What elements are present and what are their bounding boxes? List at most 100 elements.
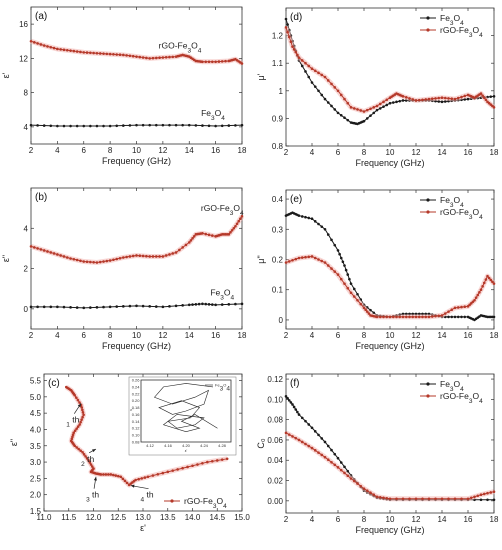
inset-y-tick-label-part: 10 <box>135 433 140 438</box>
y-tick-label-part: 08 <box>274 416 283 425</box>
data-point <box>154 255 158 258</box>
x-tick-label: 14 <box>438 515 447 524</box>
data-point <box>161 305 165 309</box>
y-tick-label-part: 5 <box>37 409 42 418</box>
legend-label-part: Fe <box>440 379 450 389</box>
x-tick-label: 8 <box>108 331 113 340</box>
x-tick-label-part: 8 <box>108 146 113 155</box>
data-point <box>69 306 72 309</box>
data-point <box>414 99 418 102</box>
data-point <box>391 315 395 319</box>
data-point <box>492 282 496 285</box>
data-point <box>437 96 441 100</box>
data-point <box>486 491 489 495</box>
data-point <box>75 427 78 430</box>
x-tick-label-part: 14 <box>438 148 447 157</box>
data-point <box>424 315 428 319</box>
data-point <box>292 48 296 51</box>
legend-label-part: Fe <box>440 195 450 205</box>
x-tick-label: 18 <box>238 331 247 340</box>
x-tick-label-part: . <box>218 513 220 522</box>
y-tick-label-part: 0 <box>272 286 277 295</box>
data-point <box>287 260 291 263</box>
y-tick-label-part: 0 <box>37 425 42 434</box>
data-point <box>320 93 324 97</box>
data-point <box>460 95 463 99</box>
x-tick-label-part: 16 <box>464 331 473 340</box>
data-point <box>36 305 39 309</box>
data-point <box>333 108 337 111</box>
data-point <box>125 481 129 485</box>
data-point <box>369 107 372 111</box>
data-point <box>217 60 221 63</box>
data-point <box>186 465 189 469</box>
data-point <box>137 477 140 481</box>
panel-f: 2 4 6 8 10 12 14 16 180.000.020.040.060.080.100.… <box>256 373 499 535</box>
data-point <box>32 246 36 249</box>
inset-frame <box>140 379 232 443</box>
data-point <box>440 314 444 317</box>
y-tick-label-part: 9 <box>279 114 284 123</box>
data-point <box>42 249 46 252</box>
inset-x-tick-label-part: . <box>202 443 203 448</box>
x-tick-label-part: 14 <box>438 515 447 524</box>
data-point <box>365 310 369 313</box>
data-point <box>115 257 119 261</box>
x-tick-label-part: 0 <box>196 513 201 522</box>
legend-label-part: O <box>454 13 461 23</box>
data-point <box>479 498 483 502</box>
inset-legend-label-part: O <box>223 383 226 388</box>
legend-label-part: 4 <box>460 20 464 27</box>
data-point <box>220 60 224 63</box>
data-point <box>73 429 77 432</box>
data-point <box>141 254 145 258</box>
y-tick-label: 2 <box>24 265 29 274</box>
data-point <box>138 254 142 258</box>
x-tick-label: 10 <box>132 146 141 155</box>
inset-x-tick-label-part: 4 <box>200 443 203 448</box>
data-point <box>323 261 327 264</box>
data-point <box>414 497 418 501</box>
x-tick-label-part: 0 <box>146 513 151 522</box>
x-tick-label: 4 <box>55 331 60 340</box>
data-point <box>323 455 327 459</box>
data-point <box>343 116 346 120</box>
data-point <box>484 278 488 281</box>
inset-y-tick-label-part: 0 <box>132 412 135 417</box>
data-point <box>313 430 317 433</box>
legend-label-part: Fe <box>440 13 450 23</box>
x-axis-label-part: Frequency (GHz) <box>355 341 424 351</box>
data-point <box>408 97 411 100</box>
data-point <box>482 96 486 99</box>
y-tick-label-part: 0 <box>37 393 42 402</box>
legend-label: Fe3O4 <box>440 13 464 27</box>
inset-x-tick-label: 4.20 <box>182 443 191 448</box>
data-point <box>310 67 314 71</box>
data-point <box>364 308 367 312</box>
data-point <box>77 447 80 451</box>
y-tick-label-part: 0 <box>267 375 272 384</box>
data-point <box>307 423 311 426</box>
inset-x-tick-label-part: 28 <box>221 443 226 448</box>
panel-label-part: (e) <box>290 194 302 205</box>
data-point <box>289 401 293 404</box>
y-tick-label-part: 1 <box>279 286 284 295</box>
x-tick-label: 16 <box>211 146 220 155</box>
y-tick-label-part: 0 <box>267 436 272 445</box>
data-point <box>109 473 113 476</box>
data-point <box>89 306 92 309</box>
data-point <box>104 473 108 476</box>
data-point <box>69 257 72 260</box>
data-point <box>343 471 346 475</box>
x-tick-label-part: 8 <box>362 331 367 340</box>
y-tick-label: 0.9 <box>272 114 284 123</box>
y-tick-label-part: . <box>276 32 278 41</box>
panel-label: (b) <box>35 192 47 203</box>
x-tick-label: 8 <box>108 146 113 155</box>
x-axis-label: Frequency (GHz) <box>102 156 171 166</box>
data-point <box>320 73 324 77</box>
inset-x-tick-label-part: 16 <box>167 443 172 448</box>
annotation-label-part: rGO-Fe <box>159 41 188 51</box>
data-point <box>62 255 66 258</box>
data-point <box>65 256 69 259</box>
